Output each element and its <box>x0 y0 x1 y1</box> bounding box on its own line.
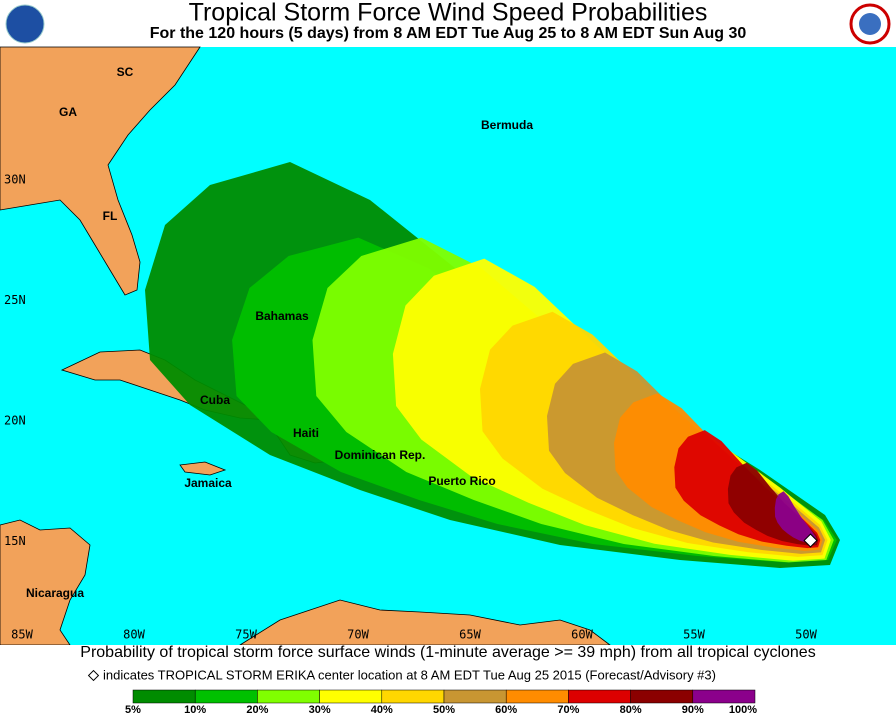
lat-label: 25N <box>4 293 26 307</box>
legend-label: 50% <box>433 704 455 716</box>
map-labels: SC GA FL Bermuda Bahamas Cuba Haiti Dominican R… <box>4 65 818 641</box>
place-label: SC <box>117 65 134 79</box>
place-label: FL <box>103 209 118 223</box>
caption-note: indicates TROPICAL STORM ERIKA center lo… <box>103 667 716 682</box>
caption: Probability of tropical storm force surf… <box>80 644 815 661</box>
legend-swatch <box>505 689 569 704</box>
lon-label: 75W <box>235 628 257 642</box>
title: Tropical Storm Force Wind Speed Probabil… <box>189 0 708 27</box>
legend-label: 80% <box>620 704 642 716</box>
lon-label: 60W <box>571 628 593 642</box>
swath-contour <box>774 491 817 544</box>
us-coast <box>0 46 201 296</box>
noaa-logo <box>5 4 45 44</box>
lat-label: 30N <box>4 173 26 187</box>
storm-center <box>803 533 818 548</box>
legend-swatch <box>194 689 258 704</box>
place-label: Bahamas <box>255 309 309 323</box>
legend-label: 30% <box>309 704 331 716</box>
legend-swatch <box>132 689 196 704</box>
subtitle: For the 120 hours (5 days) from 8 AM EDT… <box>150 25 747 42</box>
legend-label: 5% <box>125 704 141 716</box>
legend-swatch <box>319 689 383 704</box>
legend-label: 20% <box>246 704 268 716</box>
legend-diamond <box>87 669 100 682</box>
place-label: Haiti <box>293 426 319 440</box>
lon-label: 70W <box>347 628 369 642</box>
legend-label: 40% <box>371 704 393 716</box>
place-label: Puerto Rico <box>428 474 495 488</box>
lat-label: 20N <box>4 414 26 428</box>
legend-swatch <box>381 689 445 704</box>
place-label: Nicaragua <box>26 586 84 600</box>
nws-logo-inner <box>859 13 881 35</box>
probability-swath <box>145 162 840 568</box>
legend-swatch <box>257 689 320 704</box>
jamaica <box>179 461 227 476</box>
south-america <box>238 599 612 646</box>
lon-label: 55W <box>683 628 705 642</box>
legend-label: 90% <box>682 704 704 716</box>
place-label: Bermuda <box>481 118 533 132</box>
place-label: Dominican Rep. <box>335 448 426 462</box>
legend-swatch <box>443 689 507 704</box>
lon-label: 50W <box>795 628 817 642</box>
lat-label: 15N <box>4 534 26 548</box>
legend-swatch <box>630 689 694 704</box>
lon-label: 85W <box>11 628 33 642</box>
place-label: Jamaica <box>184 476 232 490</box>
lon-label: 65W <box>459 628 481 642</box>
lon-label: 80W <box>123 628 145 642</box>
legend-swatch <box>568 689 631 704</box>
footer <box>0 645 896 716</box>
legend-label: 70% <box>557 704 579 716</box>
place-label: Cuba <box>200 393 230 407</box>
place-label: GA <box>59 105 77 119</box>
legend-label: 100% <box>729 704 757 716</box>
legend: 5% 10% 20% 30% 40% 50% 60% 70% 80% 90% 100% <box>125 689 757 716</box>
legend-label: 60% <box>495 704 517 716</box>
legend-swatch <box>692 689 756 704</box>
legend-label: 10% <box>184 704 206 716</box>
